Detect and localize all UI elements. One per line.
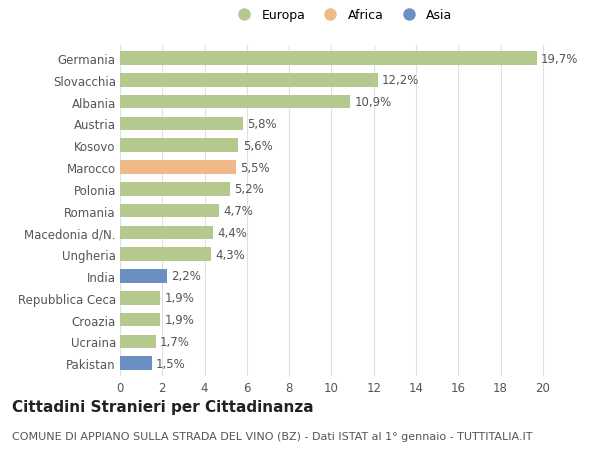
Bar (120, 204, 220, 218)
Bar (120, 357, 152, 370)
Text: 4,3%: 4,3% (215, 248, 245, 261)
Bar (120, 161, 236, 174)
Legend: Europa, Africa, Asia: Europa, Africa, Asia (232, 9, 452, 22)
Text: 1,9%: 1,9% (164, 313, 194, 326)
Text: 5,2%: 5,2% (234, 183, 264, 196)
Text: 1,9%: 1,9% (164, 291, 194, 305)
Bar (120, 335, 156, 348)
Text: 4,4%: 4,4% (217, 226, 247, 239)
Bar (120, 118, 242, 131)
Text: 5,5%: 5,5% (241, 161, 270, 174)
Text: 5,8%: 5,8% (247, 118, 277, 131)
Bar (120, 269, 167, 283)
Text: 2,2%: 2,2% (171, 270, 200, 283)
Text: Cittadini Stranieri per Cittadinanza: Cittadini Stranieri per Cittadinanza (12, 399, 314, 414)
Bar (120, 52, 536, 66)
Bar (120, 226, 213, 240)
Text: COMUNE DI APPIANO SULLA STRADA DEL VINO (BZ) - Dati ISTAT al 1° gennaio - TUTTIT: COMUNE DI APPIANO SULLA STRADA DEL VINO … (12, 431, 533, 442)
Text: 1,7%: 1,7% (160, 335, 190, 348)
Text: 5,6%: 5,6% (242, 140, 272, 152)
Bar (120, 74, 378, 87)
Text: 12,2%: 12,2% (382, 74, 419, 87)
Bar (120, 139, 238, 153)
Bar (120, 95, 350, 109)
Text: 10,9%: 10,9% (355, 96, 392, 109)
Text: 19,7%: 19,7% (541, 52, 578, 66)
Bar (120, 248, 211, 261)
Text: 4,7%: 4,7% (224, 205, 253, 218)
Bar (120, 291, 160, 305)
Bar (120, 313, 160, 327)
Text: 1,5%: 1,5% (156, 357, 185, 370)
Bar (120, 183, 230, 196)
